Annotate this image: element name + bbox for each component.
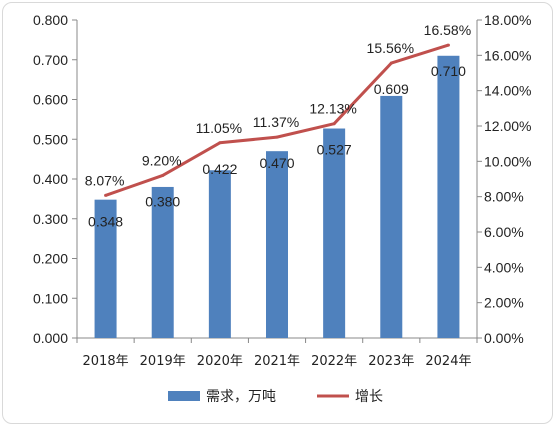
line-value-label: 11.05% xyxy=(196,120,242,136)
bar xyxy=(151,186,174,338)
y-right-tick-label: 16.00% xyxy=(484,47,531,63)
y-left-tick-label: 0.200 xyxy=(33,251,68,267)
bar xyxy=(208,170,231,338)
line-point xyxy=(332,122,336,126)
legend: 需求，万吨 增长 xyxy=(168,389,383,405)
bar xyxy=(94,199,117,338)
bar-value-label: 0.527 xyxy=(317,142,352,158)
line-point xyxy=(446,43,450,47)
x-tick-label: 2019年 xyxy=(140,354,186,369)
y-right-tick-label: 6.00% xyxy=(484,224,524,240)
x-tick-label: 2020年 xyxy=(197,354,243,369)
line-series xyxy=(104,43,450,197)
line-value-label: 12.13% xyxy=(309,101,356,117)
y-left-tick-label: 0.500 xyxy=(33,131,68,147)
y-left-tick-label: 0.000 xyxy=(33,330,68,346)
y-left-tick-label: 0.100 xyxy=(33,290,68,306)
x-tick-label: 2018年 xyxy=(83,354,129,369)
y-left-tick-label: 0.800 xyxy=(33,12,68,28)
x-tick-label: 2023年 xyxy=(368,354,414,369)
bar xyxy=(266,151,288,338)
bar-value-label: 0.710 xyxy=(431,63,466,79)
y-right-tick-label: 4.00% xyxy=(484,259,524,275)
line-point xyxy=(104,193,108,197)
line-point xyxy=(161,173,165,177)
y-left-tick-label: 0.300 xyxy=(33,211,68,227)
y-left-tick-label: 0.600 xyxy=(33,92,68,108)
bar-value-label: 0.422 xyxy=(202,161,237,177)
y-right-tick-label: 10.00% xyxy=(484,153,531,169)
y-right-tick-label: 14.00% xyxy=(484,83,531,99)
data-labels: 0.348 0.380 0.422 0.470 0.527 0.609 0.710 8.07%… xyxy=(85,22,471,229)
y-right-tick-label: 18.00% xyxy=(484,12,531,28)
y-right-tick-label: 2.00% xyxy=(484,295,524,311)
bar-value-label: 0.348 xyxy=(88,213,123,229)
line-value-label: 9.20% xyxy=(142,152,182,168)
bar xyxy=(380,95,403,338)
legend-swatch-bar xyxy=(168,391,200,401)
x-tick-label: 2022年 xyxy=(311,354,357,369)
bar-value-label: 0.470 xyxy=(259,155,294,171)
y-right-tick-label: 12.00% xyxy=(484,118,531,134)
bar xyxy=(437,55,460,339)
bar-value-label: 0.380 xyxy=(145,193,180,209)
y-left-tick-label: 0.700 xyxy=(33,52,68,68)
y-left-tick-label: 0.400 xyxy=(33,171,68,187)
line-value-label: 11.37% xyxy=(253,114,299,130)
y-right-tick-label: 8.00% xyxy=(484,189,524,205)
line-point xyxy=(218,141,222,145)
x-tick-label: 2021年 xyxy=(254,354,300,369)
y-right-tick-label: 0.00% xyxy=(484,330,524,346)
line-value-label: 8.07% xyxy=(85,172,125,188)
x-tick-label: 2024年 xyxy=(425,354,471,369)
legend-label-bar: 需求，万吨 xyxy=(206,389,276,405)
axes: 0.000 0.100 0.200 0.300 0.400 0.500 0.600 0.700… xyxy=(33,12,532,369)
line-value-label: 16.58% xyxy=(424,22,471,38)
bar-value-label: 0.609 xyxy=(374,81,409,97)
bar-series xyxy=(94,55,460,339)
legend-label-line: 增长 xyxy=(355,389,383,405)
bar xyxy=(323,128,346,338)
line-point xyxy=(389,61,393,65)
line-value-label: 15.56% xyxy=(367,40,414,56)
line-point xyxy=(275,135,279,139)
